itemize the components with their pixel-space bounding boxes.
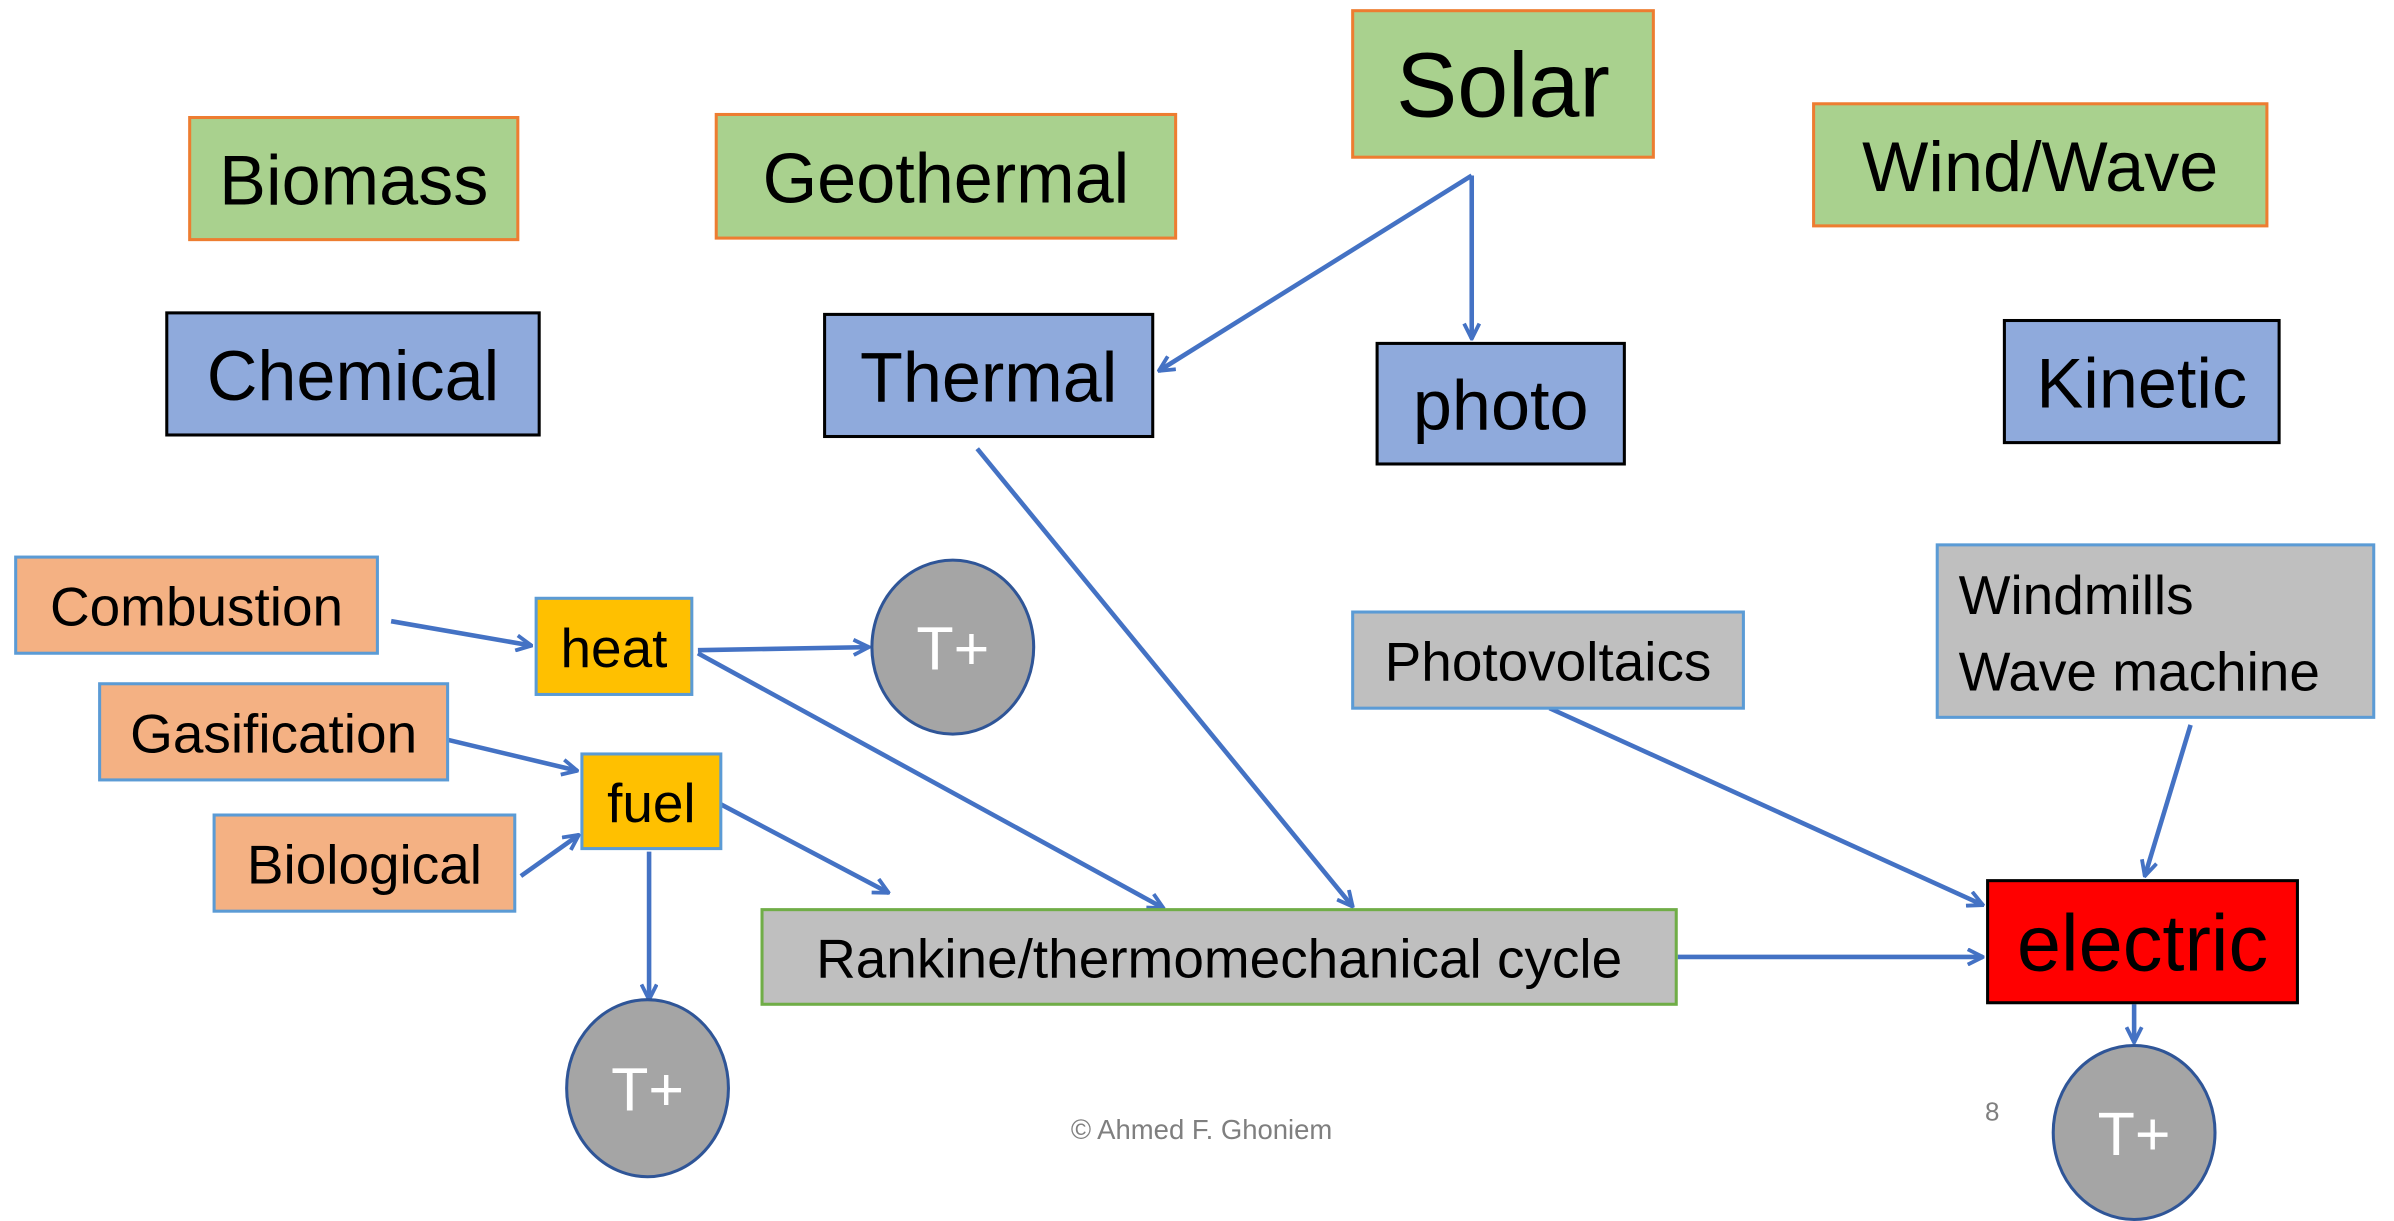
- node-label: Wind/Wave: [1862, 127, 2218, 206]
- box-node: [823, 312, 1155, 439]
- circle-node: [870, 558, 1036, 736]
- node-label: Solar: [1396, 34, 1610, 136]
- node-label: heat: [561, 617, 668, 679]
- node-label: Chemical: [207, 336, 500, 415]
- node-label: Kinetic: [2036, 344, 2247, 423]
- node-label: Rankine/thermomechanical cycle: [816, 927, 1622, 989]
- node-label: photo: [1413, 366, 1589, 445]
- node-label: Thermal: [860, 337, 1117, 416]
- node-label: Wave machine: [1959, 641, 2320, 703]
- box-node: [1935, 543, 2376, 719]
- arrow: [519, 835, 579, 878]
- box-node: [760, 908, 1678, 1006]
- box-node: [1375, 341, 1626, 466]
- node-label: fuel: [607, 772, 696, 834]
- node-label: T+: [2098, 1100, 2171, 1168]
- box-node: [580, 752, 723, 851]
- arrow: [697, 647, 869, 650]
- arrow: [696, 651, 1164, 908]
- copyright: © Ahmed F. Ghoniem: [1071, 1114, 1332, 1145]
- box-node: [1986, 879, 2299, 1005]
- arrow: [2145, 724, 2193, 876]
- page-number: 8: [1985, 1099, 1999, 1127]
- arrow: [1548, 706, 1983, 905]
- arrow: [719, 802, 889, 895]
- box-node: [534, 596, 694, 696]
- node-label: Windmills: [1959, 564, 2194, 626]
- arrows: [390, 173, 2193, 1043]
- node-label: Photovoltaics: [1385, 631, 1712, 693]
- node-label: T+: [611, 1056, 684, 1124]
- box-node: [98, 682, 450, 782]
- node-label: Combustion: [50, 576, 343, 638]
- node-label: electric: [2017, 899, 2268, 988]
- node-label: T+: [916, 615, 989, 683]
- box-node: [1351, 610, 1745, 710]
- box-node: [1812, 102, 2269, 228]
- arrow: [442, 736, 577, 771]
- box-node: [188, 115, 520, 242]
- box-node: [212, 813, 517, 913]
- box-node: [165, 311, 541, 437]
- box-node: [2002, 318, 2281, 445]
- arrow: [1159, 173, 1473, 371]
- node-label: Biological: [247, 834, 482, 896]
- arrow: [390, 618, 531, 645]
- node-label: Gasification: [130, 702, 417, 764]
- circle-node: [2051, 1043, 2217, 1221]
- box-node: [14, 555, 379, 655]
- circle-node: [565, 998, 730, 1179]
- box-node: [1351, 9, 1655, 159]
- arrow: [975, 447, 1352, 907]
- node-label: Biomass: [219, 141, 488, 220]
- node-label: Geothermal: [763, 138, 1130, 217]
- box-node: [714, 112, 1178, 240]
